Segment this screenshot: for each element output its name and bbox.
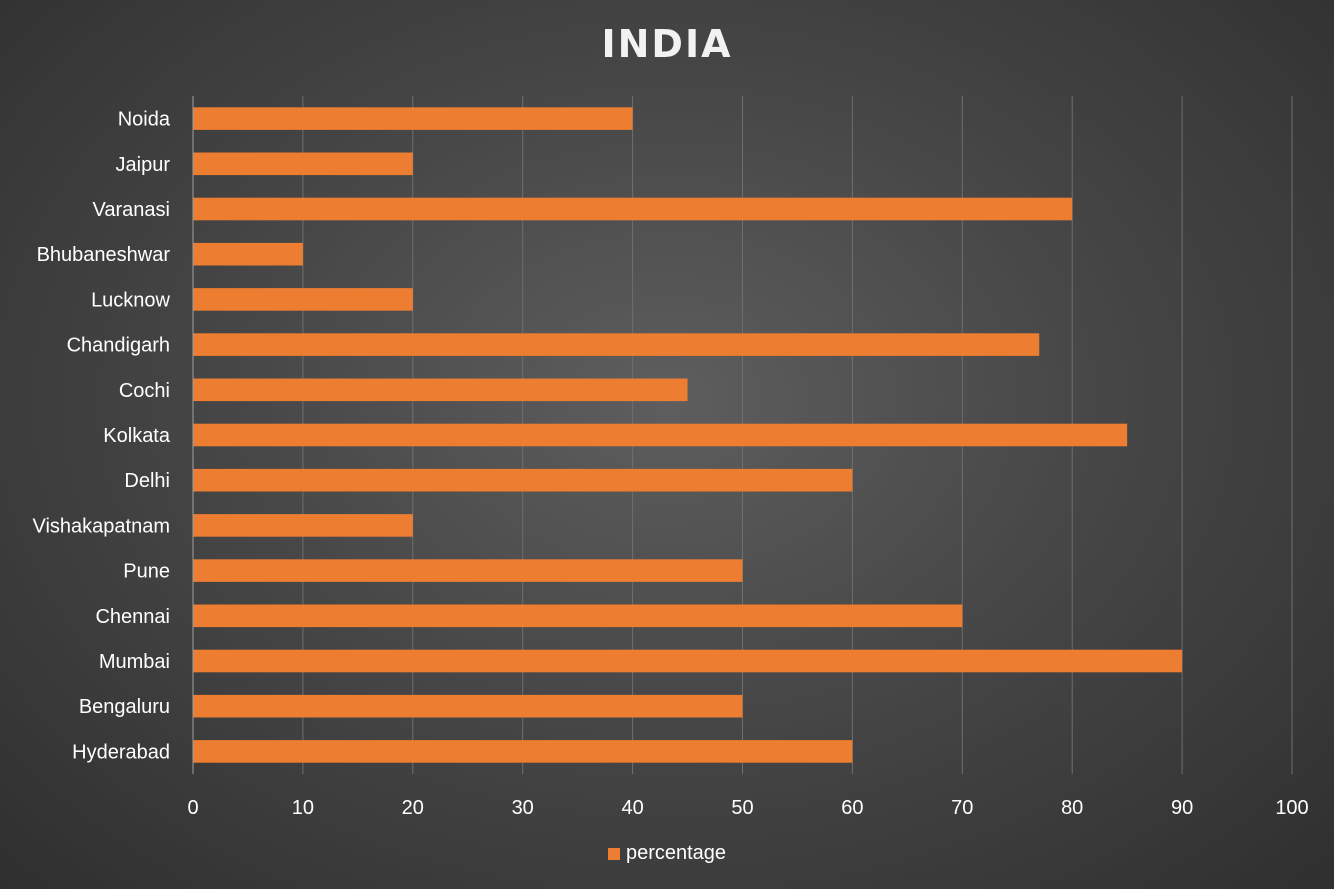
bar-jaipur [193, 152, 413, 176]
category-label: Mumbai [99, 651, 170, 673]
category-label: Varanasi [93, 199, 170, 221]
category-label: Hyderabad [72, 741, 170, 763]
x-tick-label: 90 [1171, 797, 1193, 819]
bar-bhubaneshwar [193, 242, 303, 266]
bar-kolkata [193, 423, 1128, 447]
x-tick-label: 0 [187, 797, 198, 819]
x-axis-tick-labels: 0 10 20 30 40 50 60 70 80 90 100 [187, 797, 1308, 819]
bar-delhi [193, 468, 853, 492]
category-label: Cochi [119, 380, 170, 402]
bars [193, 107, 1183, 763]
bar-bengaluru [193, 694, 743, 718]
bar-noida [193, 107, 633, 130]
x-tick-label: 30 [512, 797, 534, 819]
category-label: Bengaluru [79, 696, 170, 718]
category-label: Delhi [124, 470, 170, 492]
category-label: Lucknow [91, 289, 170, 311]
legend: percentage [0, 842, 1334, 865]
category-labels: Hyderabad Bengaluru Mumbai Chennai Pune Visha… [33, 109, 171, 764]
chart-title: INDIA [601, 22, 733, 66]
x-tick-label: 80 [1061, 797, 1083, 819]
legend-label: percentage [625, 842, 727, 865]
x-tick-label: 70 [951, 797, 973, 819]
category-label: Jaipur [116, 154, 171, 176]
x-tick-label: 100 [1275, 797, 1308, 819]
category-label: Pune [123, 561, 170, 583]
bar-varanasi [193, 197, 1073, 221]
category-label: Kolkata [103, 425, 171, 447]
x-tick-label: 50 [731, 797, 753, 819]
category-label: Chandigarh [67, 335, 170, 357]
category-label: Vishakapatnam [33, 515, 171, 537]
bar-pune [193, 559, 743, 582]
bar-hyderabad [193, 740, 853, 763]
bar-chandigarh [193, 333, 1040, 356]
category-label: Noida [118, 109, 171, 131]
bar-vishakapatnam [193, 514, 413, 537]
x-tick-label: 60 [841, 797, 863, 819]
bar-cochi [193, 378, 688, 402]
category-label: Chennai [95, 606, 170, 628]
bar-chennai [193, 604, 963, 628]
x-tick-label: 20 [402, 797, 424, 819]
x-tick-label: 40 [621, 797, 643, 819]
category-label: Bhubaneshwar [37, 244, 171, 266]
x-tick-label: 10 [292, 797, 314, 819]
bar-mumbai [193, 649, 1183, 673]
legend-swatch [607, 847, 620, 860]
bar-lucknow [193, 288, 413, 311]
